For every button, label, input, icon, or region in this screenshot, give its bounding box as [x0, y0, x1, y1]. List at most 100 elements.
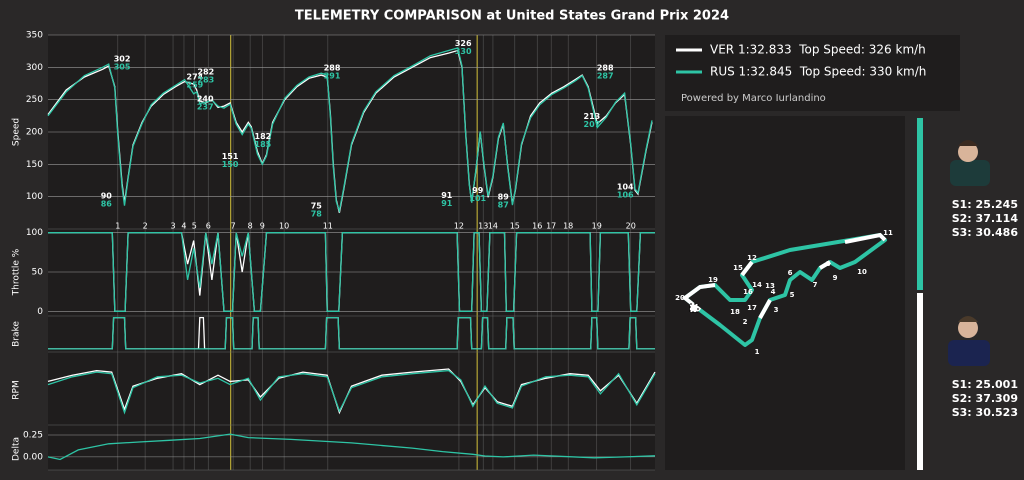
y-tick-label: 300 — [26, 63, 43, 73]
corner-label: 15 — [510, 222, 520, 231]
corner-label: 5 — [192, 222, 197, 231]
track-corner-label: 12 — [747, 254, 757, 262]
track-corner-label: 9 — [833, 274, 838, 282]
sector-time: S2: 37.114 — [952, 212, 1019, 225]
sector-time: S2: 37.309 — [952, 392, 1018, 405]
data-label: 91 — [441, 199, 453, 208]
y-tick-label: 350 — [26, 31, 43, 41]
data-label: 87 — [498, 200, 509, 209]
data-label: 151 — [222, 152, 239, 161]
data-label: 330 — [455, 47, 472, 56]
legend-label: VER 1:32.833 Top Speed: 326 km/h — [710, 43, 926, 57]
data-label: 326 — [455, 39, 472, 48]
sector-time: S3: 30.486 — [952, 226, 1019, 239]
ver-photo — [948, 316, 990, 366]
data-label: 237 — [197, 103, 214, 112]
y-tick-label: 200 — [26, 128, 43, 138]
track-corner-label: 19 — [708, 276, 718, 284]
track-corner-label: 7 — [813, 281, 818, 289]
y-tick-label: 100 — [26, 192, 43, 202]
legend-label: RUS 1:32.845 Top Speed: 330 km/h — [710, 65, 926, 79]
corner-label: 6 — [206, 222, 211, 231]
data-label: 274 — [187, 73, 204, 82]
y-tick-label: 0 — [37, 307, 43, 317]
track-corner-label: 6 — [788, 269, 793, 277]
data-label: 101 — [469, 194, 486, 203]
data-label: 240 — [197, 95, 214, 104]
track-corner-label: 5 — [790, 291, 795, 299]
corner-label: 16 — [532, 222, 542, 231]
track-corner-label: 2 — [743, 318, 748, 326]
sector-time: S1: 25.001 — [952, 378, 1018, 391]
corner-label: 7 — [231, 222, 236, 231]
credit: Powered by Marco Iurlandino — [681, 93, 826, 104]
series-line — [48, 232, 655, 312]
track-corner-label: 16 — [743, 288, 753, 296]
track-corner-label: 4 — [771, 288, 776, 296]
track-corner-label: 13 — [765, 282, 775, 290]
corner-label: 18 — [563, 222, 573, 231]
legend-box — [665, 35, 960, 111]
track-corner-label: 10 — [857, 268, 867, 276]
sector-time: S3: 30.523 — [952, 406, 1018, 419]
data-label: 259 — [187, 81, 204, 90]
corner-label: 2 — [143, 222, 148, 231]
series-line — [47, 433, 656, 461]
data-label: 106 — [617, 191, 634, 200]
track-corner-label: 11 — [883, 229, 893, 237]
track-corner-label: 20 — [675, 294, 685, 302]
chart-title: TELEMETRY COMPARISON at United States Gr… — [295, 9, 729, 24]
data-label: 213 — [584, 112, 601, 121]
data-label: 91 — [441, 191, 453, 200]
data-label: 305 — [114, 63, 131, 72]
y-tick-label: 150 — [26, 160, 43, 170]
data-label: 288 — [324, 64, 341, 73]
corner-label: 3 — [170, 222, 175, 231]
corner-label: 8 — [248, 222, 253, 231]
track-corner-label: 3 — [774, 306, 779, 314]
data-label: 282 — [197, 67, 214, 76]
y-axis-label: Throttle % — [12, 248, 22, 296]
corner-label: 9 — [260, 222, 265, 231]
data-label: 99 — [472, 186, 484, 195]
data-label: 288 — [597, 64, 614, 73]
y-axis-label: Speed — [12, 118, 22, 146]
corner-label: 4 — [181, 222, 186, 231]
data-label: 291 — [324, 72, 341, 81]
corner-label: 10 — [279, 222, 289, 231]
corner-label: 19 — [592, 222, 602, 231]
ver-bar — [917, 293, 923, 470]
track-corner-label: 15 — [733, 264, 743, 272]
series-line — [48, 316, 655, 350]
series-line — [47, 369, 656, 415]
corner-label: 17 — [546, 222, 556, 231]
data-label: 302 — [114, 55, 131, 64]
y-axis-label: Delta — [12, 437, 22, 461]
rus-bar — [917, 118, 923, 290]
track-corner-label: 8 — [826, 260, 831, 268]
track-corner-label: 14 — [752, 281, 762, 289]
data-label: 90 — [101, 192, 113, 201]
y-axis-label: RPM — [12, 380, 22, 399]
sector-time: S1: 25.245 — [952, 198, 1018, 211]
corner-label: 20 — [626, 222, 636, 231]
series-line — [47, 47, 653, 214]
data-label: 185 — [255, 140, 272, 149]
corner-label: 13 — [478, 222, 488, 231]
y-tick-label: 50 — [32, 268, 44, 278]
track-path-ver — [681, 232, 887, 319]
track-corner-label: 17 — [747, 304, 757, 312]
y-tick-label: 100 — [26, 228, 43, 238]
y-tick-label: 0.00 — [23, 452, 43, 462]
track-map — [681, 232, 887, 347]
corner-label: 12 — [454, 222, 464, 231]
y-axis-label: Brake — [12, 321, 22, 347]
data-label: 182 — [255, 132, 272, 141]
data-label: 75 — [311, 201, 323, 210]
rus-photo — [950, 140, 990, 186]
data-label: 283 — [197, 75, 214, 84]
track-corner-label: 1 — [755, 348, 760, 356]
data-label: 78 — [311, 209, 323, 218]
